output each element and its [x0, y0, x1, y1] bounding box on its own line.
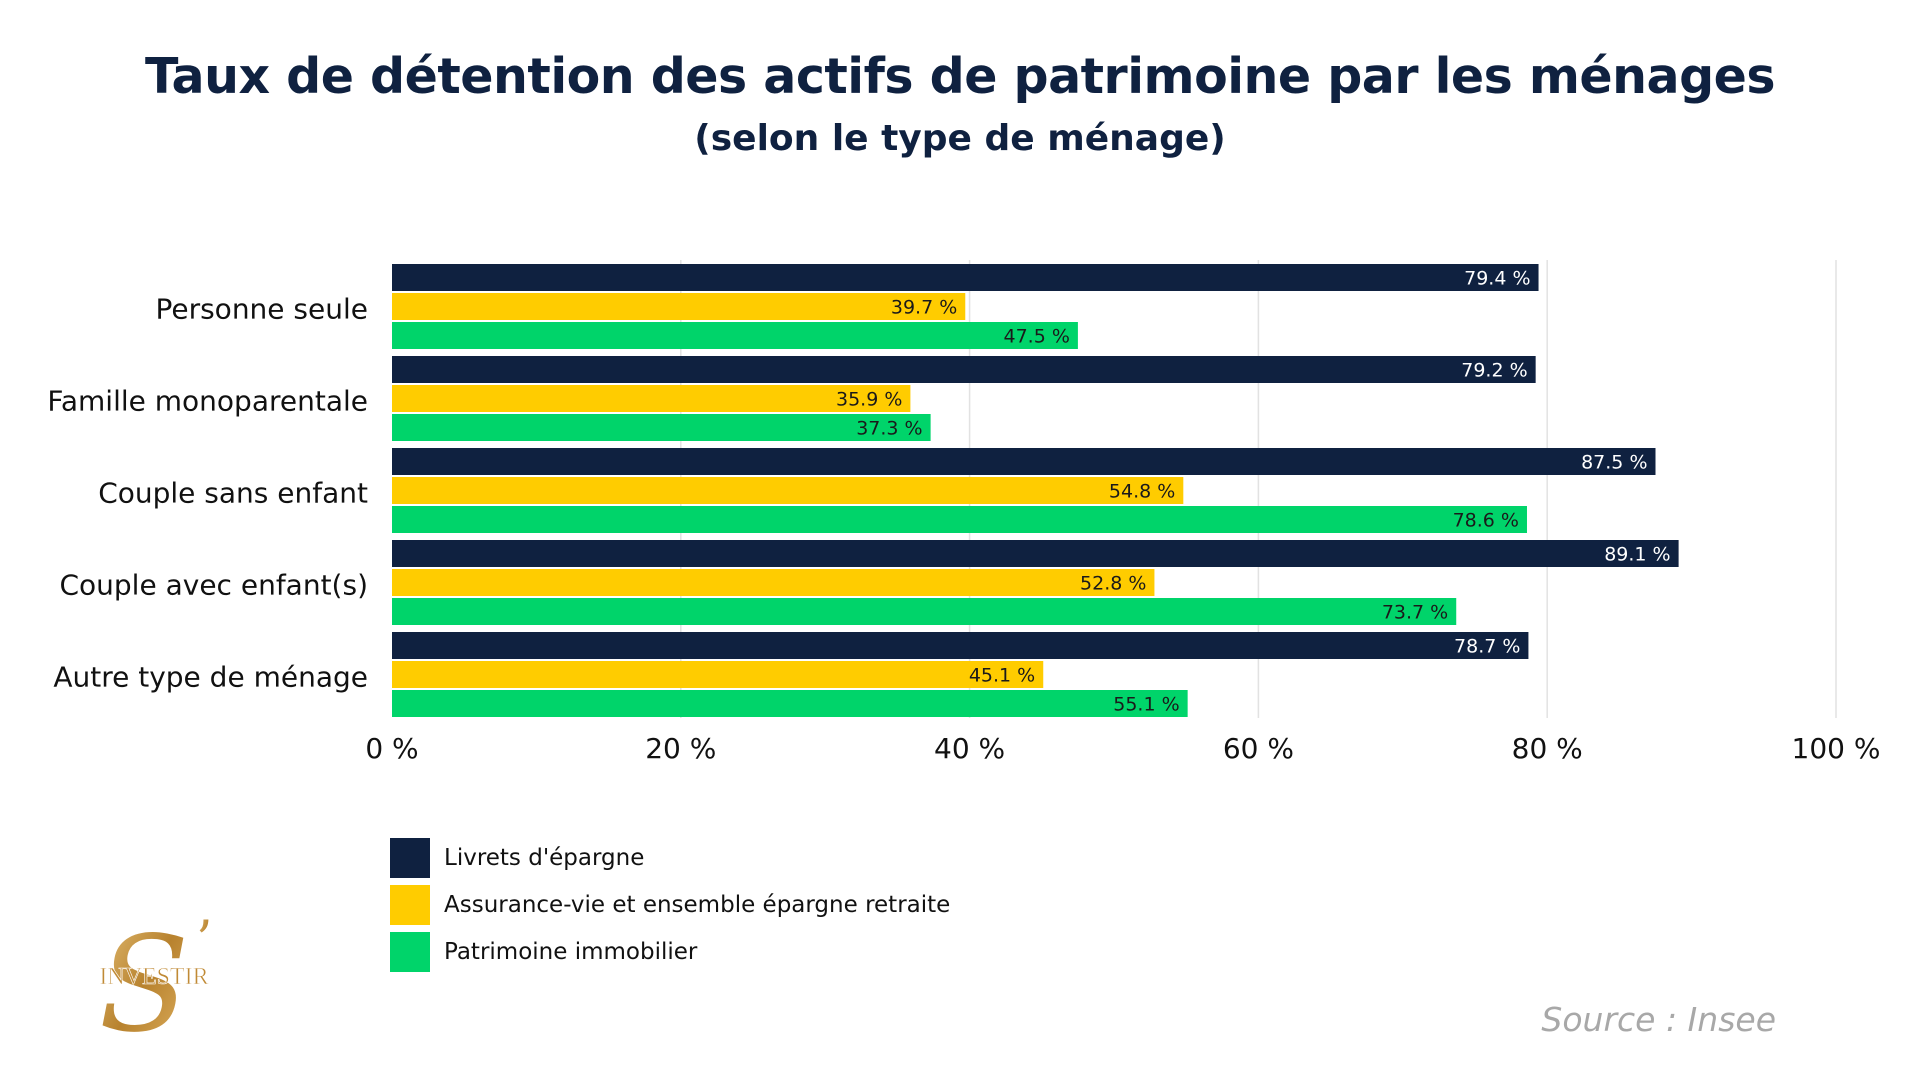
chart-title: Taux de détention des actifs de patrimoi…: [144, 48, 1776, 105]
x-tick-label-100: 100 %: [1792, 732, 1881, 765]
legend-label-livrets: Livrets d'épargne: [444, 845, 645, 871]
x-tick-label-20: 20 %: [645, 732, 716, 765]
x-tick-label-40: 40 %: [934, 732, 1005, 765]
bar-1-2: [392, 477, 1184, 504]
bar-1-0: [392, 293, 966, 320]
bar-2-1: [392, 414, 931, 441]
bar-label-0-0: 79.4 %: [1464, 268, 1530, 290]
legend-swatch-livrets: [390, 838, 430, 878]
logo-apostrophe: ’: [196, 912, 213, 971]
x-tick-label-60: 60 %: [1223, 732, 1294, 765]
bar-0-0: [392, 264, 1539, 291]
bar-label-2-3: 73.7 %: [1382, 602, 1448, 624]
x-tick-label-0: 0 %: [365, 732, 418, 765]
bar-0-4: [392, 632, 1529, 659]
bar-0-1: [392, 356, 1536, 383]
legend-swatch-assurance-vie: [390, 885, 430, 925]
source-note: Source : Insee: [1541, 1000, 1776, 1039]
bar-2-3: [392, 598, 1457, 625]
bar-label-1-2: 54.8 %: [1109, 481, 1175, 503]
chart-subtitle: (selon le type de ménage): [694, 118, 1226, 159]
bar-0-2: [392, 448, 1656, 475]
legend-item-livrets: Livrets d'épargne: [390, 838, 950, 878]
legend-item-immobilier: Patrimoine immobilier: [390, 932, 950, 972]
category-label-1: Famille monoparentale: [47, 385, 368, 418]
bar-chart: 79.4 % 39.7 % 47.5 % Personne seule 79.2 % 35…: [47, 260, 1881, 765]
bar-label-2-0: 47.5 %: [1003, 326, 1069, 348]
bar-label-0-4: 78.7 %: [1454, 636, 1520, 658]
category-label-2: Couple sans enfant: [98, 477, 368, 510]
bar-2-4: [392, 690, 1188, 717]
bar-label-1-1: 35.9 %: [836, 389, 902, 411]
logo-text: INVESTIR: [99, 964, 208, 990]
bar-label-2-2: 78.6 %: [1453, 510, 1519, 532]
bar-1-3: [392, 569, 1155, 596]
x-tick-label-80: 80 %: [1512, 732, 1583, 765]
bar-1-1: [392, 385, 911, 412]
bar-0-3: [392, 540, 1679, 567]
bar-label-0-3: 89.1 %: [1604, 544, 1670, 566]
bar-label-0-2: 87.5 %: [1581, 452, 1647, 474]
bar-1-4: [392, 661, 1044, 688]
legend-label-assurance-vie: Assurance-vie et ensemble épargne retrai…: [444, 892, 951, 918]
logo-letter: S: [99, 912, 189, 1042]
bar-2-2: [392, 506, 1527, 533]
bar-label-1-0: 39.7 %: [891, 297, 957, 319]
bar-label-1-4: 45.1 %: [969, 665, 1035, 687]
category-label-3: Couple avec enfant(s): [59, 569, 368, 602]
bar-2-0: [392, 322, 1078, 349]
investir-logo: S ’ INVESTIR: [99, 912, 213, 1042]
legend-label-immobilier: Patrimoine immobilier: [444, 939, 698, 965]
bar-label-2-1: 37.3 %: [856, 418, 922, 440]
category-label-0: Personne seule: [155, 293, 368, 326]
bar-label-1-3: 52.8 %: [1080, 573, 1146, 595]
category-label-4: Autre type de ménage: [53, 661, 368, 694]
legend-item-assurance-vie: Assurance-vie et ensemble épargne retrai…: [390, 885, 950, 925]
bar-label-0-1: 79.2 %: [1461, 360, 1527, 382]
bar-label-2-4: 55.1 %: [1113, 694, 1179, 716]
legend: Livrets d'épargne Assurance-vie et ensem…: [390, 838, 950, 979]
legend-swatch-immobilier: [390, 932, 430, 972]
